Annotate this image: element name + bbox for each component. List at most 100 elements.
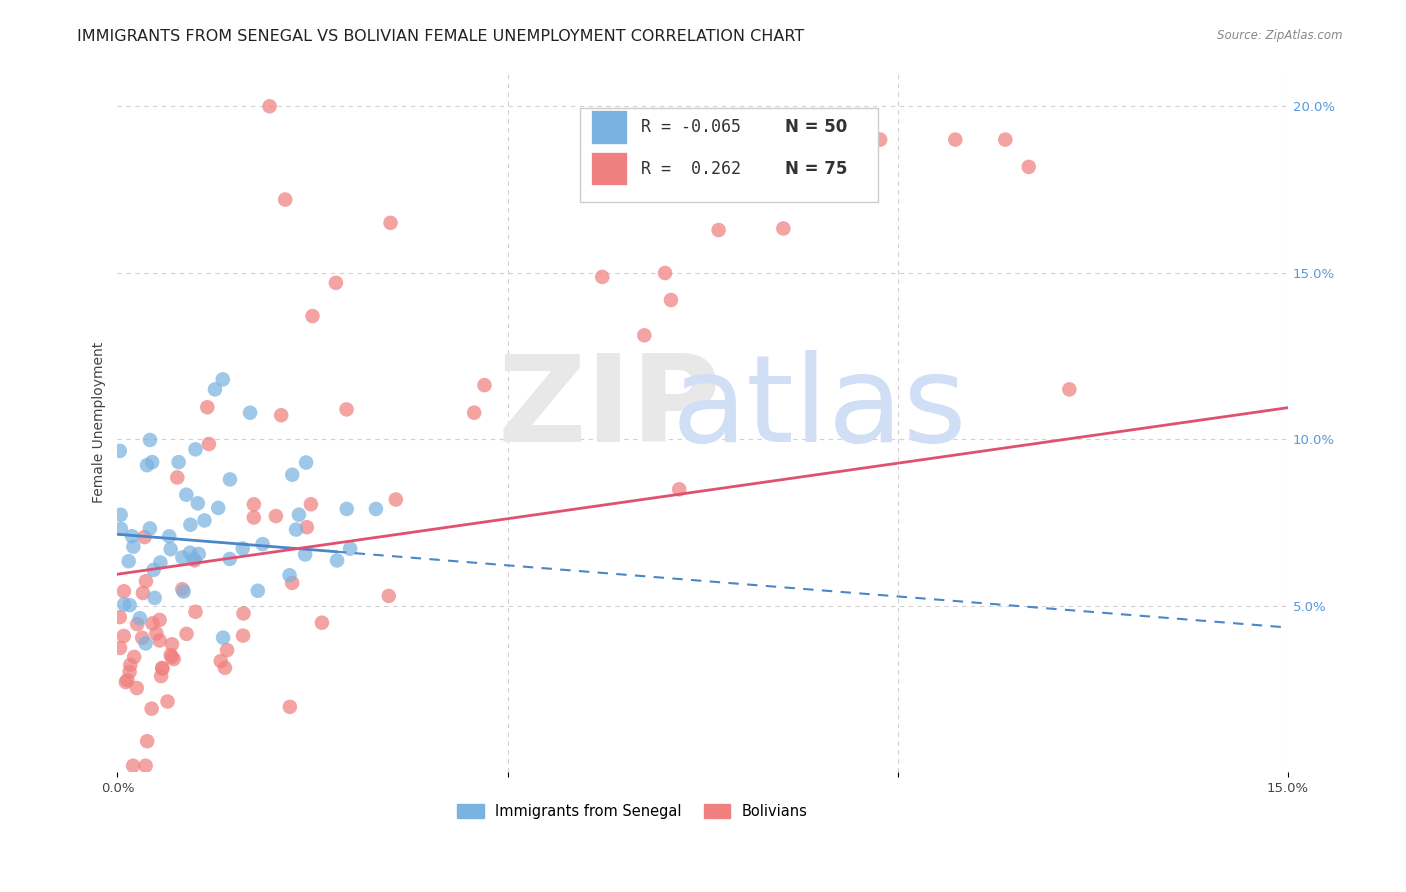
Point <box>707 223 730 237</box>
Point <box>135 574 157 589</box>
Point <box>193 513 215 527</box>
Point <box>364 502 387 516</box>
Point <box>152 661 174 675</box>
Point <box>141 455 163 469</box>
Point <box>659 293 682 307</box>
Point <box>187 547 209 561</box>
Point <box>117 673 139 687</box>
Point <box>772 221 794 235</box>
Point <box>281 576 304 591</box>
Point <box>212 631 235 645</box>
Point <box>204 383 226 397</box>
Point <box>1018 160 1040 174</box>
Point <box>1059 383 1081 397</box>
Point <box>108 610 131 624</box>
Point <box>326 553 349 567</box>
Point <box>219 472 242 486</box>
Point <box>120 657 142 672</box>
Point <box>835 132 858 146</box>
Point <box>160 650 183 665</box>
Point <box>183 552 205 566</box>
Point <box>325 276 347 290</box>
Point <box>377 589 399 603</box>
Point <box>336 502 359 516</box>
Point <box>149 613 172 627</box>
Point <box>142 563 165 577</box>
Point <box>135 636 157 650</box>
Point <box>385 492 408 507</box>
Point <box>114 675 136 690</box>
Point <box>195 401 218 415</box>
Point <box>127 617 149 632</box>
Text: R = -0.065: R = -0.065 <box>641 118 741 136</box>
Point <box>270 409 292 423</box>
Point <box>143 591 166 605</box>
Point <box>281 467 304 482</box>
Text: Source: ZipAtlas.com: Source: ZipAtlas.com <box>1218 29 1343 43</box>
Point <box>157 529 180 543</box>
Bar <box>592 111 627 144</box>
Point <box>122 649 145 664</box>
Point <box>295 456 318 470</box>
Point <box>654 266 676 280</box>
Point <box>139 521 162 535</box>
Text: N = 50: N = 50 <box>785 118 846 136</box>
Point <box>108 640 131 655</box>
FancyBboxPatch shape <box>579 108 879 202</box>
Point <box>311 615 333 630</box>
Point <box>209 654 232 668</box>
Point <box>141 701 163 715</box>
Point <box>149 556 172 570</box>
Point <box>172 582 194 597</box>
Point <box>252 537 274 551</box>
Point <box>112 598 135 612</box>
Point <box>172 550 194 565</box>
Point <box>134 530 156 544</box>
Point <box>294 548 316 562</box>
Legend: Immigrants from Senegal, Bolivians: Immigrants from Senegal, Bolivians <box>451 797 813 824</box>
Text: IMMIGRANTS FROM SENEGAL VS BOLIVIAN FEMALE UNEMPLOYMENT CORRELATION CHART: IMMIGRANTS FROM SENEGAL VS BOLIVIAN FEMA… <box>77 29 804 45</box>
Point <box>132 586 155 600</box>
Point <box>167 455 190 469</box>
Point <box>159 542 181 557</box>
Point <box>136 734 159 748</box>
Point <box>207 500 229 515</box>
Point <box>335 402 357 417</box>
Point <box>218 552 240 566</box>
Text: atlas: atlas <box>672 351 967 467</box>
Point <box>150 661 173 675</box>
Point <box>118 598 141 612</box>
Point <box>141 616 163 631</box>
Point <box>135 758 157 772</box>
Point <box>463 406 485 420</box>
Point <box>264 509 287 524</box>
Y-axis label: Female Unemployment: Female Unemployment <box>93 342 107 503</box>
Point <box>243 497 266 511</box>
Point <box>139 433 162 447</box>
Point <box>184 605 207 619</box>
Point <box>159 648 181 662</box>
Point <box>136 458 159 473</box>
Point <box>232 541 254 556</box>
Point <box>299 497 322 511</box>
Point <box>160 637 183 651</box>
Point <box>122 540 145 554</box>
Point <box>243 510 266 524</box>
Point <box>149 633 172 648</box>
Point <box>179 546 201 560</box>
Point <box>184 442 207 457</box>
Point <box>214 661 236 675</box>
Text: R =  0.262: R = 0.262 <box>641 160 741 178</box>
Point <box>110 508 132 522</box>
Point <box>295 520 318 534</box>
Point <box>380 216 402 230</box>
Point <box>633 328 655 343</box>
Point <box>176 488 198 502</box>
Point <box>121 529 143 543</box>
Point <box>110 522 132 536</box>
Point <box>173 584 195 599</box>
Point <box>179 517 201 532</box>
Point <box>118 554 141 568</box>
Point <box>112 629 135 643</box>
Point <box>198 437 221 451</box>
